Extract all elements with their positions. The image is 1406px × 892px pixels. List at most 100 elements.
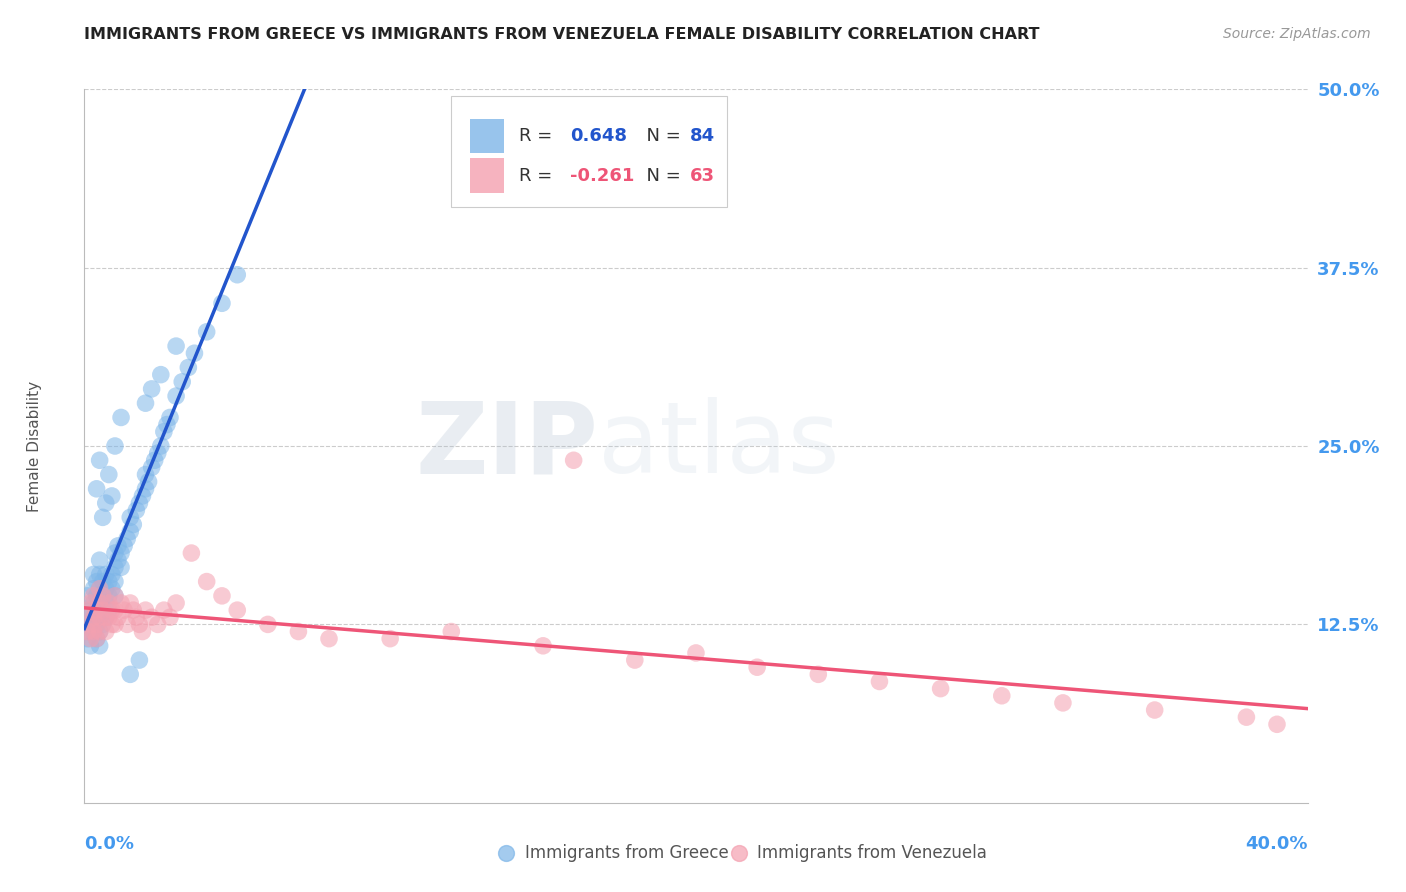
Text: 40.0%: 40.0% [1246,835,1308,853]
Point [89,582,111,596]
Point [120,510,142,524]
Point [107,539,129,553]
Point [83,624,105,639]
Point [107,553,129,567]
Point [91,589,114,603]
Point [143,453,166,467]
Point [94,496,117,510]
Point [226,268,249,282]
Point [94,582,117,596]
Point [86,482,108,496]
Point [79,596,101,610]
Point [89,596,111,610]
Point [101,567,124,582]
Point [125,503,148,517]
Point [86,574,108,589]
Point [104,439,127,453]
Point [101,489,124,503]
Point [211,589,233,603]
Point [112,603,135,617]
Point [624,653,647,667]
Point [79,624,101,639]
Point [287,624,309,639]
Point [94,567,117,582]
Point [104,560,127,574]
Point [991,689,1014,703]
Point [94,624,117,639]
Point [149,439,172,453]
Point [177,360,200,375]
Point [104,617,127,632]
Text: 0.648: 0.648 [569,128,627,145]
Point [211,296,233,310]
Text: Immigrants from Greece: Immigrants from Greece [524,844,728,862]
Point [104,589,127,603]
Text: N =: N = [636,167,686,185]
Text: N =: N = [636,128,686,145]
Text: Source: ZipAtlas.com: Source: ZipAtlas.com [1223,27,1371,41]
Point [440,624,463,639]
Point [135,467,157,482]
Point [183,346,205,360]
Point [79,603,101,617]
Point [120,524,142,539]
Point [146,617,169,632]
Point [172,375,194,389]
Point [929,681,952,696]
Point [89,624,111,639]
Point [83,610,105,624]
Point [120,667,142,681]
Point [195,574,218,589]
Point [86,603,108,617]
Point [86,617,108,632]
Text: 0.0%: 0.0% [84,835,135,853]
Point [83,589,105,603]
Point [91,574,114,589]
Point [89,610,111,624]
Text: Immigrants from Venezuela: Immigrants from Venezuela [758,844,987,862]
Point [141,460,163,475]
Point [110,546,132,560]
Point [76,610,98,624]
Point [97,574,120,589]
Point [120,596,142,610]
Point [91,603,114,617]
Point [94,610,117,624]
Point [141,382,163,396]
Text: IMMIGRANTS FROM GREECE VS IMMIGRANTS FROM VENEZUELA FEMALE DISABILITY CORRELATIO: IMMIGRANTS FROM GREECE VS IMMIGRANTS FRO… [84,27,1040,42]
Point [195,325,218,339]
Point [531,639,554,653]
Point [128,496,150,510]
Point [165,339,187,353]
Point [91,617,114,632]
Point [94,610,117,624]
Point [83,596,105,610]
Text: atlas: atlas [598,398,839,494]
Point [76,603,98,617]
Point [257,617,280,632]
Point [135,603,157,617]
Point [89,639,111,653]
Text: ZIP: ZIP [415,398,598,494]
FancyBboxPatch shape [451,96,727,207]
Point [159,410,181,425]
Point [146,446,169,460]
Text: R =: R = [519,128,558,145]
Point [156,417,179,432]
Point [180,546,202,560]
Point [83,624,105,639]
FancyBboxPatch shape [470,120,503,153]
Point [83,567,105,582]
Text: Female Disability: Female Disability [27,380,42,512]
Point [562,453,585,467]
Point [89,596,111,610]
Point [685,646,707,660]
Point [110,410,132,425]
Point [128,653,150,667]
Point [91,589,114,603]
Point [86,617,108,632]
Point [141,610,163,624]
Point [131,624,153,639]
Point [165,389,187,403]
Point [76,589,98,603]
